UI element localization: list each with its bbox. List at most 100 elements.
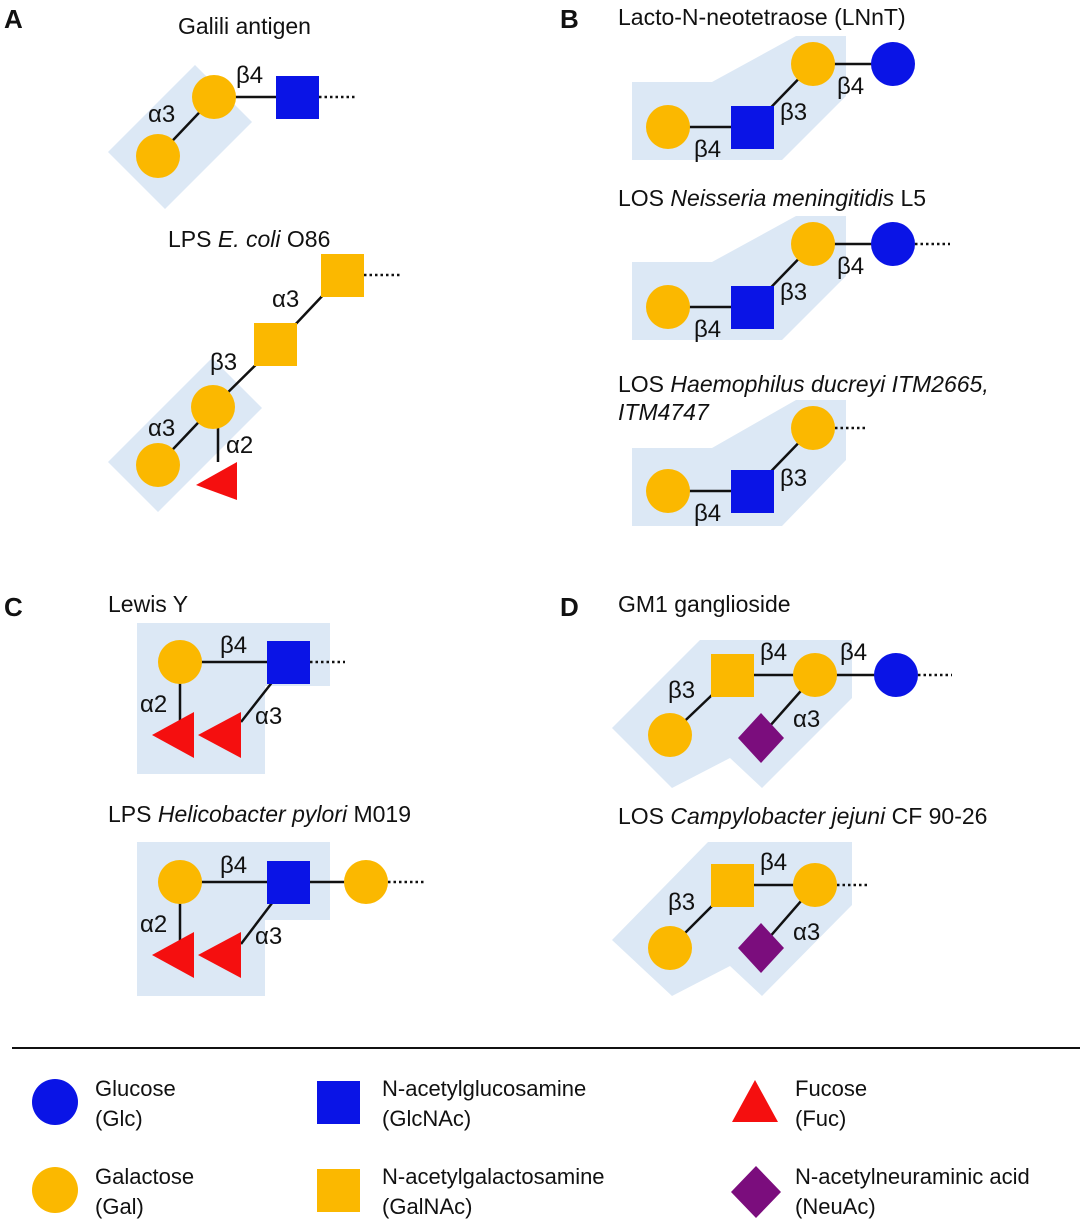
legend-galnac-abbr: (GalNAc) bbox=[382, 1194, 472, 1219]
pylori-a3-label: α3 bbox=[255, 923, 282, 950]
lewis-title: Lewis Y bbox=[108, 591, 188, 617]
lewis-glcnac-square bbox=[267, 641, 310, 684]
panel-b: B Lacto-N-neotetraose (LNnT) β4 β3 β4 LO… bbox=[560, 4, 989, 527]
pylori-gal-circle-2 bbox=[344, 860, 388, 904]
legend: Glucose (Glc) Galactose (Gal) N-acetylgl… bbox=[32, 1076, 1030, 1219]
legend-gal-abbr: (Gal) bbox=[95, 1194, 144, 1219]
legend-glcnac-name: N-acetylglucosamine bbox=[382, 1076, 586, 1101]
galili-title: Galili antigen bbox=[178, 13, 311, 39]
legend-item-fuc: Fucose (Fuc) bbox=[732, 1076, 867, 1131]
ecoli-galnac-square-2 bbox=[321, 254, 364, 297]
jejuni-gal-circle-2 bbox=[793, 863, 837, 907]
gm1-a3-label: α3 bbox=[793, 706, 820, 733]
lnnt-b4-left-label: β4 bbox=[694, 136, 721, 163]
galili-antigen: Galili antigen β4 α3 bbox=[108, 13, 355, 209]
galili-a3-label: α3 bbox=[148, 101, 175, 128]
legend-blue-circle-icon bbox=[32, 1079, 78, 1125]
galili-gal-circle-1 bbox=[136, 134, 180, 178]
neisseria-glcnac-square bbox=[731, 286, 774, 329]
neisseria-b4-right-label: β4 bbox=[837, 253, 864, 280]
ecoli-a2-label: α2 bbox=[226, 432, 253, 459]
lnnt-b4-right-label: β4 bbox=[837, 73, 864, 100]
lnnt-b3-label: β3 bbox=[780, 99, 807, 126]
pylori-b4-label: β4 bbox=[220, 852, 247, 879]
haemophilus-b4-left-label: β4 bbox=[694, 500, 721, 527]
haemophilus-gal-circle-2 bbox=[791, 406, 835, 450]
jejuni-neuac-diamond bbox=[738, 923, 784, 973]
gm1-b4-left-label: β4 bbox=[760, 639, 787, 666]
ecoli-o86: LPS E. coli O86 α3 β3 α3 α2 bbox=[108, 226, 400, 512]
neisseria-l5: LOS Neisseria meningitidis L5 β4 β3 β4 bbox=[618, 185, 950, 343]
legend-glc-name: Glucose bbox=[95, 1076, 176, 1101]
gm1-ganglioside: GM1 ganglioside β3 β4 β4 α3 bbox=[612, 591, 952, 788]
pylori-m019: LPS Helicobacter pylori M019 β4 α2 α3 bbox=[108, 801, 425, 996]
lnnt-glcnac-square bbox=[731, 106, 774, 149]
lnnt-gal-circle-1 bbox=[646, 105, 690, 149]
panel-letter-b: B bbox=[560, 4, 579, 34]
lewis-fuc-triangle-2 bbox=[198, 712, 241, 758]
pylori-gal-circle-1 bbox=[158, 860, 202, 904]
gm1-galnac-square bbox=[711, 654, 754, 697]
ecoli-a3-top-label: α3 bbox=[272, 286, 299, 313]
legend-purple-diamond-icon bbox=[731, 1166, 781, 1218]
legend-fuc-abbr: (Fuc) bbox=[795, 1106, 846, 1131]
lewis-gal-circle bbox=[158, 640, 202, 684]
galili-glcnac-square bbox=[276, 76, 319, 119]
neisseria-b4-left-label: β4 bbox=[694, 316, 721, 343]
lewis-b4-label: β4 bbox=[220, 632, 247, 659]
ecoli-b3-label: β3 bbox=[210, 349, 237, 376]
legend-item-neuac: N-acetylneuraminic acid (NeuAc) bbox=[731, 1164, 1030, 1219]
lewis-a3-label: α3 bbox=[255, 703, 282, 730]
ecoli-a3-label: α3 bbox=[148, 415, 175, 442]
gm1-title: GM1 ganglioside bbox=[618, 591, 791, 617]
gm1-gal-circle-2 bbox=[793, 653, 837, 697]
jejuni-gal-circle-1 bbox=[648, 926, 692, 970]
ecoli-gal-circle-1 bbox=[136, 443, 180, 487]
panel-letter-c: C bbox=[4, 592, 23, 622]
gm1-gal-circle-1 bbox=[648, 713, 692, 757]
panel-c: C Lewis Y β4 α2 α3 LPS Helicobacter pylo… bbox=[4, 591, 425, 996]
jejuni-b4-label: β4 bbox=[760, 849, 787, 876]
legend-item-glc: Glucose (Glc) bbox=[32, 1076, 176, 1131]
gm1-b4-right-label: β4 bbox=[840, 639, 867, 666]
legend-red-triangle-icon bbox=[732, 1080, 778, 1122]
jejuni-galnac-square bbox=[711, 864, 754, 907]
panel-a: A Galili antigen β4 α3 LPS E. coli O86 bbox=[4, 4, 400, 512]
neisseria-glc-circle bbox=[871, 222, 915, 266]
pylori-fuc-triangle-2 bbox=[198, 932, 241, 978]
legend-glc-abbr: (Glc) bbox=[95, 1106, 143, 1131]
haemophilus-glcnac-square bbox=[731, 470, 774, 513]
pylori-fuc-triangle-1 bbox=[152, 932, 194, 978]
neisseria-title: LOS Neisseria meningitidis L5 bbox=[618, 185, 926, 211]
legend-item-glcnac: N-acetylglucosamine (GlcNAc) bbox=[317, 1076, 586, 1131]
haemophilus-title-line-2: ITM4747 bbox=[618, 399, 710, 425]
galili-gal-circle-2 bbox=[192, 75, 236, 119]
legend-yellow-square-icon bbox=[317, 1169, 360, 1212]
panel-letter-a: A bbox=[4, 4, 23, 34]
lnnt-glc-circle bbox=[871, 42, 915, 86]
galili-b4-label: β4 bbox=[236, 62, 263, 89]
neisseria-gal-circle-1 bbox=[646, 285, 690, 329]
jejuni-title: LOS Campylobacter jejuni CF 90-26 bbox=[618, 803, 987, 829]
legend-fuc-name: Fucose bbox=[795, 1076, 867, 1101]
pylori-title: LPS Helicobacter pylori M019 bbox=[108, 801, 411, 827]
ecoli-galnac-square-1 bbox=[254, 323, 297, 366]
legend-item-gal: Galactose (Gal) bbox=[32, 1164, 194, 1219]
legend-blue-square-icon bbox=[317, 1081, 360, 1124]
pylori-a2-label: α2 bbox=[140, 911, 167, 938]
legend-yellow-circle-icon bbox=[32, 1167, 78, 1213]
lnnt-gal-circle-2 bbox=[791, 42, 835, 86]
legend-galnac-name: N-acetylgalactosamine bbox=[382, 1164, 605, 1189]
panel-letter-d: D bbox=[560, 592, 579, 622]
gm1-neuac-diamond bbox=[738, 713, 784, 763]
pylori-glcnac-square bbox=[267, 861, 310, 904]
gm1-b3-label: β3 bbox=[668, 677, 695, 704]
legend-item-galnac: N-acetylgalactosamine (GalNAc) bbox=[317, 1164, 605, 1219]
ecoli-title: LPS E. coli O86 bbox=[168, 226, 330, 252]
ecoli-gal-circle-2 bbox=[191, 385, 235, 429]
haemophilus-title-line-1: LOS Haemophilus ducreyi ITM2665, bbox=[618, 371, 989, 397]
haemophilus-b3-label: β3 bbox=[780, 465, 807, 492]
legend-gal-name: Galactose bbox=[95, 1164, 194, 1189]
lewis-fuc-triangle-1 bbox=[152, 712, 194, 758]
